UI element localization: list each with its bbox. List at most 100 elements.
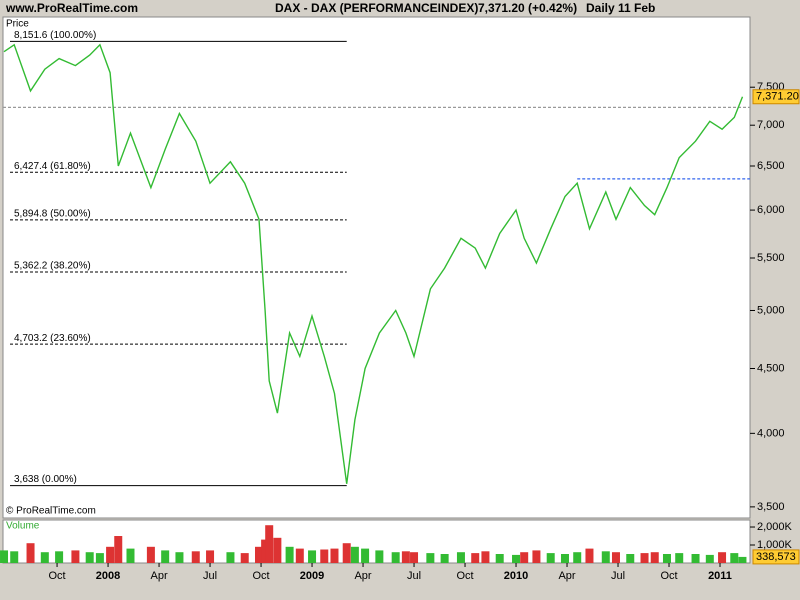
volume-bar [95, 553, 104, 563]
volume-bar [26, 543, 35, 563]
volume-bar [114, 536, 123, 563]
volume-bar [71, 550, 80, 563]
volume-bar [718, 552, 727, 563]
y-tick-label: 6,500 [757, 160, 785, 172]
volume-bar [391, 552, 400, 563]
fib-label: 5,362.2 (38.20%) [14, 261, 91, 272]
volume-bar [481, 551, 490, 563]
volume-bar [40, 552, 49, 563]
volume-bar [226, 552, 235, 563]
last-volume-label: 338,573 [756, 551, 796, 563]
x-tick-label: Apr [558, 570, 575, 582]
volume-bar [342, 543, 351, 563]
volume-bar [738, 556, 747, 563]
volume-bar [265, 525, 274, 563]
last-volume-box [752, 549, 800, 565]
volume-bar [675, 553, 684, 563]
volume-bar [85, 552, 94, 563]
volume-bar [175, 552, 184, 563]
volume-bar [10, 551, 19, 563]
x-tick-label: Apr [354, 570, 371, 582]
volume-bar [532, 550, 541, 563]
y-tick-label: 4,000 [757, 427, 785, 439]
price-panel [2, 16, 751, 519]
y-tick-label: 7,000 [757, 119, 785, 131]
last-price-label: 7,371.20 [756, 91, 799, 103]
volume-bar [440, 554, 449, 563]
price-line [3, 43, 744, 484]
fib-label: 8,151.6 (100.00%) [14, 30, 96, 41]
volume-bar [426, 553, 435, 563]
volume-bar [330, 548, 339, 563]
volume-bar [191, 551, 200, 563]
volume-bar [512, 554, 521, 563]
volume-bar [410, 552, 419, 563]
y-tick-label: 5,500 [757, 252, 785, 264]
volume-bar [611, 552, 620, 563]
volume-bar [640, 553, 649, 563]
volume-bar [320, 549, 329, 563]
volume-bar [295, 548, 304, 563]
volume-bar [546, 553, 555, 563]
volume-bar [350, 546, 359, 563]
instrument: DAX - DAX (PERFORMANCEINDEX) [275, 1, 478, 15]
x-tick-label: 2009 [300, 570, 324, 582]
x-tick-label: Oct [456, 570, 473, 582]
fib-label: 6,427.4 (61.80%) [14, 161, 91, 172]
y-tick-label: 4,500 [757, 362, 785, 374]
fib-label: 5,894.8 (50.00%) [14, 208, 91, 219]
volume-bar [456, 552, 465, 563]
x-tick-label: Oct [48, 570, 65, 582]
volume-bar [601, 551, 610, 563]
volume-bar [146, 546, 155, 563]
volume-bar [495, 554, 504, 563]
fib-label: 4,703.2 (23.60%) [14, 333, 91, 344]
fib-label: 3,638 (0.00%) [14, 474, 77, 485]
x-tick-label: Jul [203, 570, 217, 582]
volume-bar [285, 546, 294, 563]
volume-bar [650, 552, 659, 563]
x-tick-label: Jul [611, 570, 625, 582]
volume-bar [161, 550, 170, 563]
x-tick-label: Oct [660, 570, 677, 582]
site: www.ProRealTime.com [5, 1, 138, 15]
period: Daily 11 Feb [586, 1, 655, 15]
volume-bar [401, 551, 410, 563]
y-tick-label: 6,000 [757, 204, 785, 216]
volume-bar [206, 550, 215, 563]
copyright: © ProRealTime.com [6, 506, 96, 517]
volume-bar [585, 548, 594, 563]
x-tick-label: Jul [407, 570, 421, 582]
volume-bar [626, 554, 635, 563]
volume-bar [560, 554, 569, 563]
quote: 7,371.20 (+0.42%) [478, 1, 577, 15]
price-label: Price [6, 19, 29, 30]
volume-bar [273, 537, 282, 563]
volume-bar [126, 548, 135, 563]
x-tick-label: 2008 [96, 570, 120, 582]
x-tick-label: 2010 [504, 570, 528, 582]
volume-bar [730, 553, 739, 563]
volume-bar [471, 553, 480, 563]
volume-bar [261, 539, 270, 563]
y2-tick-label: 1,000K [757, 539, 793, 551]
volume-bar [106, 546, 115, 563]
x-tick-label: Oct [252, 570, 269, 582]
volume-bar [308, 550, 317, 563]
volume-bar [255, 546, 264, 563]
volume-bar [55, 551, 64, 563]
volume-bar [662, 554, 671, 563]
volume-bar [375, 550, 384, 563]
volume-bar [361, 548, 370, 563]
volume-bar [573, 552, 582, 563]
volume-bar [0, 550, 9, 563]
volume-label: Volume [6, 521, 40, 532]
volume-bar [520, 552, 529, 563]
last-price-box [752, 89, 800, 105]
volume-bar [691, 554, 700, 563]
y-tick-label: 5,000 [757, 304, 785, 316]
volume-bar [705, 554, 714, 563]
volume-bar [240, 553, 249, 563]
y2-tick-label: 2,000K [757, 521, 793, 533]
